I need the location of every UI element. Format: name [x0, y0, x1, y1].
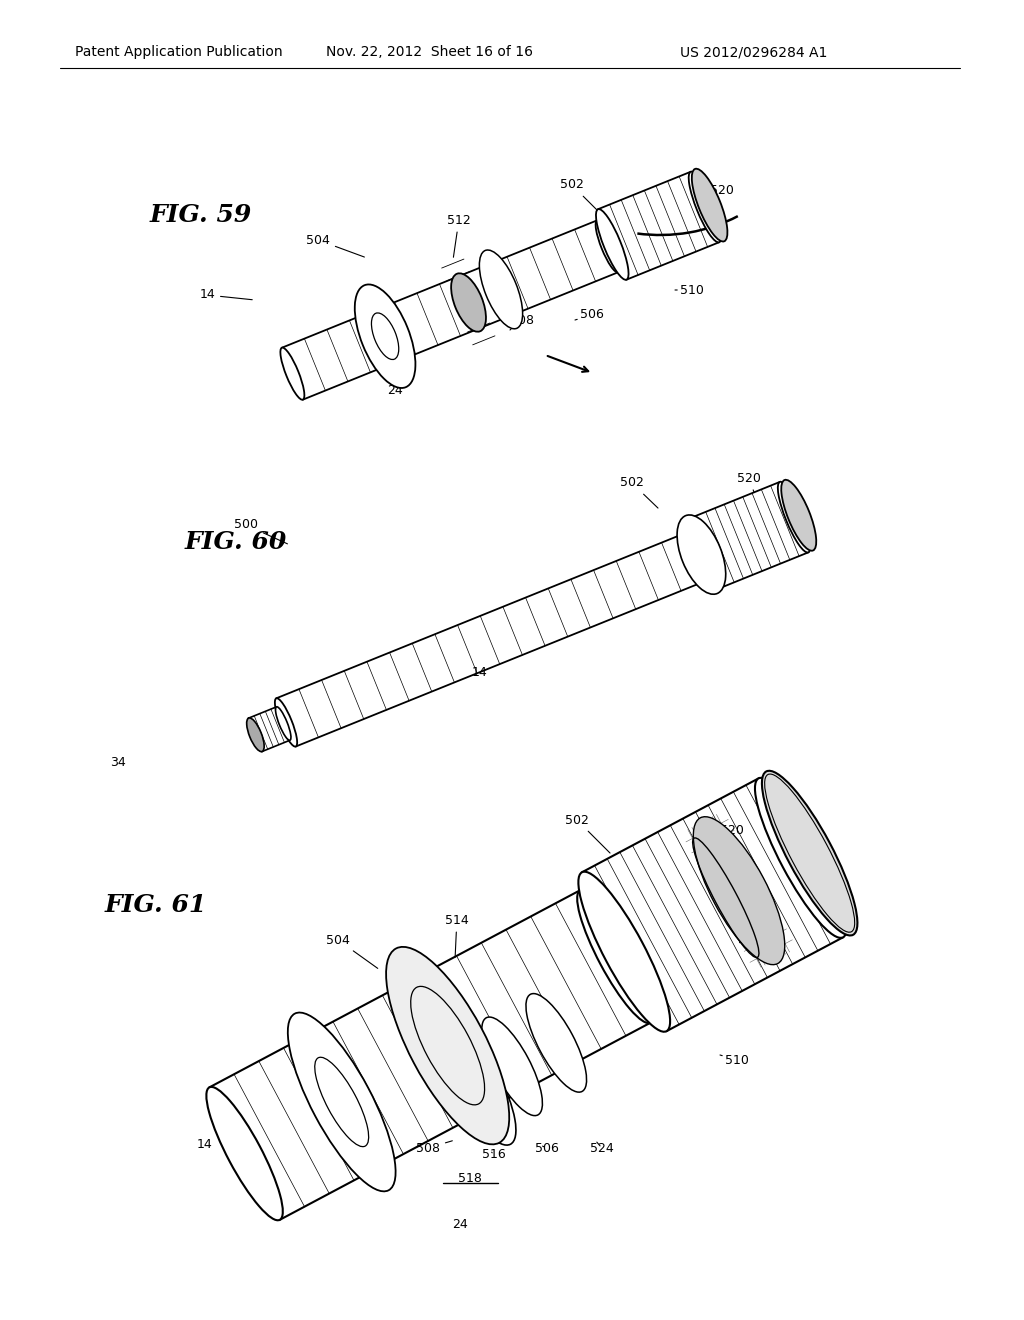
Ellipse shape	[281, 347, 304, 400]
Text: FIG. 60: FIG. 60	[185, 531, 288, 554]
Text: 514: 514	[490, 276, 514, 294]
Ellipse shape	[677, 515, 726, 594]
Text: Patent Application Publication: Patent Application Publication	[75, 45, 283, 59]
Ellipse shape	[314, 1057, 369, 1147]
Text: 504: 504	[306, 234, 365, 257]
Text: 504: 504	[326, 933, 378, 969]
Ellipse shape	[479, 249, 522, 329]
Text: 506: 506	[575, 309, 604, 322]
Text: 510: 510	[675, 284, 703, 297]
Text: 500: 500	[234, 519, 288, 544]
Ellipse shape	[411, 986, 484, 1105]
Ellipse shape	[781, 479, 816, 550]
Ellipse shape	[755, 777, 847, 937]
Text: 524: 524	[590, 1142, 613, 1155]
Text: FIG. 59: FIG. 59	[150, 203, 252, 227]
Text: 508: 508	[510, 314, 534, 330]
Ellipse shape	[579, 871, 670, 1032]
Ellipse shape	[452, 273, 486, 331]
Text: 502: 502	[620, 477, 658, 508]
Ellipse shape	[526, 994, 587, 1092]
Ellipse shape	[596, 209, 629, 280]
Ellipse shape	[778, 482, 810, 553]
Ellipse shape	[386, 946, 509, 1144]
Ellipse shape	[578, 890, 653, 1023]
Ellipse shape	[275, 706, 291, 741]
Text: 24: 24	[453, 1218, 468, 1232]
Ellipse shape	[689, 172, 721, 243]
Ellipse shape	[692, 169, 727, 242]
Text: Nov. 22, 2012  Sheet 16 of 16: Nov. 22, 2012 Sheet 16 of 16	[327, 45, 534, 59]
Text: 522: 522	[739, 903, 774, 942]
Ellipse shape	[683, 533, 706, 582]
Ellipse shape	[288, 1012, 395, 1192]
Text: 24: 24	[387, 384, 402, 396]
Ellipse shape	[372, 313, 398, 359]
Text: US 2012/0296284 A1: US 2012/0296284 A1	[680, 45, 827, 59]
Text: 520: 520	[737, 471, 761, 492]
Text: 14: 14	[200, 289, 252, 301]
Ellipse shape	[207, 1086, 283, 1220]
Ellipse shape	[247, 718, 264, 751]
Text: 520: 520	[701, 183, 734, 213]
Ellipse shape	[274, 698, 297, 747]
Text: 512: 512	[447, 214, 471, 257]
Text: 514: 514	[445, 913, 469, 957]
Ellipse shape	[685, 519, 718, 590]
Text: 14: 14	[198, 1138, 213, 1151]
Text: 506: 506	[535, 1142, 559, 1155]
Ellipse shape	[596, 220, 620, 272]
Text: 508: 508	[416, 1140, 453, 1155]
Ellipse shape	[354, 284, 416, 388]
Ellipse shape	[441, 1023, 516, 1146]
Text: 510: 510	[720, 1053, 749, 1067]
Text: 520: 520	[720, 824, 743, 857]
Text: FIG. 61: FIG. 61	[105, 894, 207, 917]
Text: 502: 502	[565, 813, 610, 853]
Text: 516: 516	[482, 1148, 506, 1162]
Ellipse shape	[762, 771, 857, 936]
Text: 34: 34	[111, 755, 126, 768]
Text: 502: 502	[560, 178, 598, 211]
Ellipse shape	[693, 817, 784, 965]
Ellipse shape	[482, 1016, 543, 1115]
Text: 518: 518	[458, 1172, 482, 1184]
Text: 14: 14	[472, 665, 487, 678]
Ellipse shape	[248, 718, 263, 751]
